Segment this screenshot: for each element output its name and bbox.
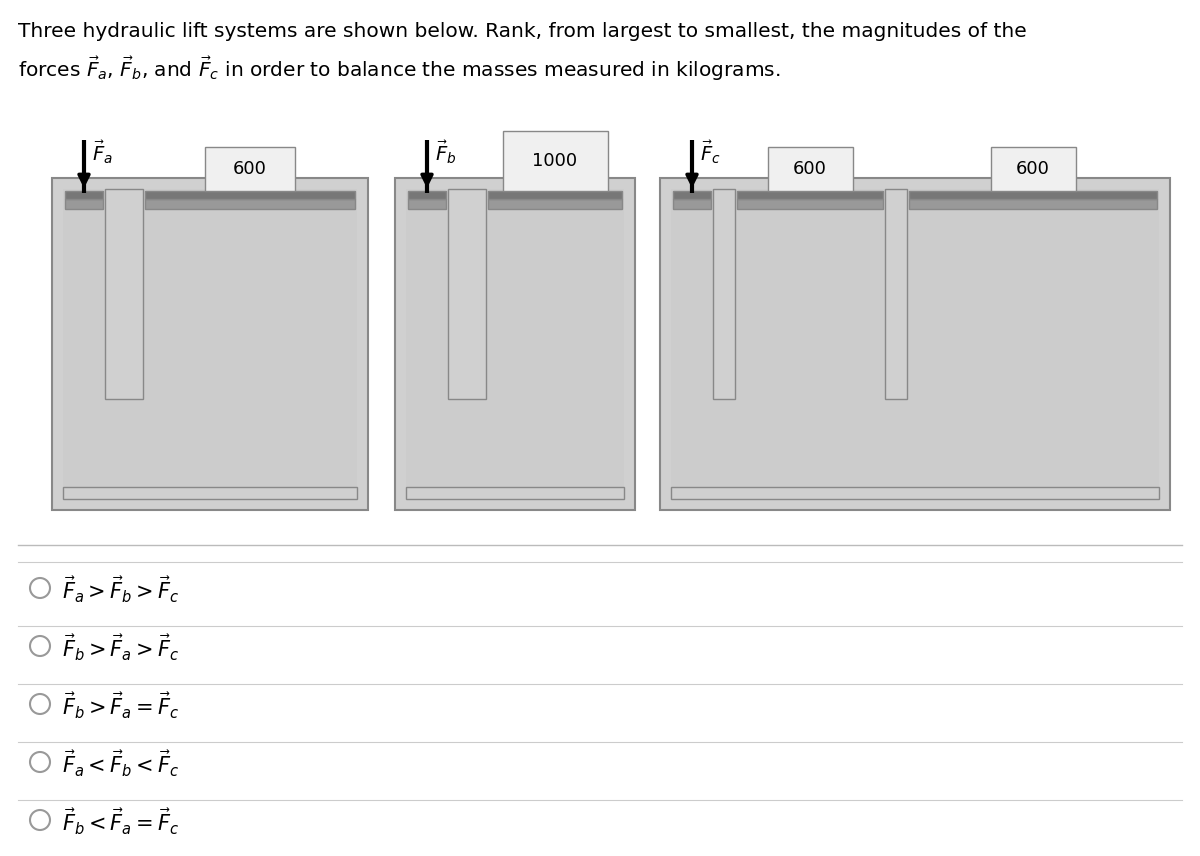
Bar (488, 191, 622, 199)
Bar (737, 199, 883, 209)
Bar (503, 131, 607, 191)
Bar (886, 189, 907, 399)
Text: 600: 600 (233, 160, 266, 178)
Bar (145, 191, 355, 199)
Bar (660, 178, 1170, 510)
Bar (673, 199, 710, 209)
Text: $\vec{F}_a < \vec{F}_b < \vec{F}_c$: $\vec{F}_a < \vec{F}_b < \vec{F}_c$ (62, 749, 179, 779)
Bar (406, 487, 624, 499)
Bar (488, 199, 622, 209)
Bar (408, 199, 446, 209)
Bar (64, 189, 358, 499)
Bar (408, 191, 446, 199)
Bar (910, 191, 1157, 199)
Bar (990, 147, 1075, 191)
Text: 600: 600 (1016, 160, 1050, 178)
Text: $\vec{F}_b$: $\vec{F}_b$ (436, 138, 456, 165)
Bar (205, 147, 295, 191)
Bar (713, 189, 734, 399)
Bar (768, 147, 852, 191)
Text: $\vec{F}_a$: $\vec{F}_a$ (92, 138, 113, 165)
Bar (145, 199, 355, 209)
Bar (65, 191, 103, 199)
Bar (737, 191, 883, 199)
Text: forces $\vec{F}_a$, $\vec{F}_b$, and $\vec{F}_c$ in order to balance the masses : forces $\vec{F}_a$, $\vec{F}_b$, and $\v… (18, 54, 780, 82)
Bar (448, 189, 486, 399)
Bar (65, 199, 103, 209)
Text: $\vec{F}_a > \vec{F}_b > \vec{F}_c$: $\vec{F}_a > \vec{F}_b > \vec{F}_c$ (62, 574, 179, 605)
Text: $\vec{F}_b > \vec{F}_a = \vec{F}_c$: $\vec{F}_b > \vec{F}_a = \vec{F}_c$ (62, 691, 179, 722)
Bar (64, 487, 358, 499)
Text: 1000: 1000 (533, 152, 577, 170)
Bar (395, 178, 635, 510)
Text: Three hydraulic lift systems are shown below. Rank, from largest to smallest, th: Three hydraulic lift systems are shown b… (18, 22, 1027, 41)
Text: 600: 600 (793, 160, 827, 178)
Bar (106, 189, 143, 399)
Text: $\vec{F}_b > \vec{F}_a > \vec{F}_c$: $\vec{F}_b > \vec{F}_a > \vec{F}_c$ (62, 633, 179, 663)
Bar (52, 178, 368, 510)
Bar (671, 487, 1159, 499)
Text: $\vec{F}_c$: $\vec{F}_c$ (700, 138, 721, 165)
Bar (673, 191, 710, 199)
Bar (406, 189, 624, 499)
Text: $\vec{F}_b < \vec{F}_a = \vec{F}_c$: $\vec{F}_b < \vec{F}_a = \vec{F}_c$ (62, 807, 179, 837)
Bar (910, 199, 1157, 209)
Bar (671, 189, 1159, 499)
